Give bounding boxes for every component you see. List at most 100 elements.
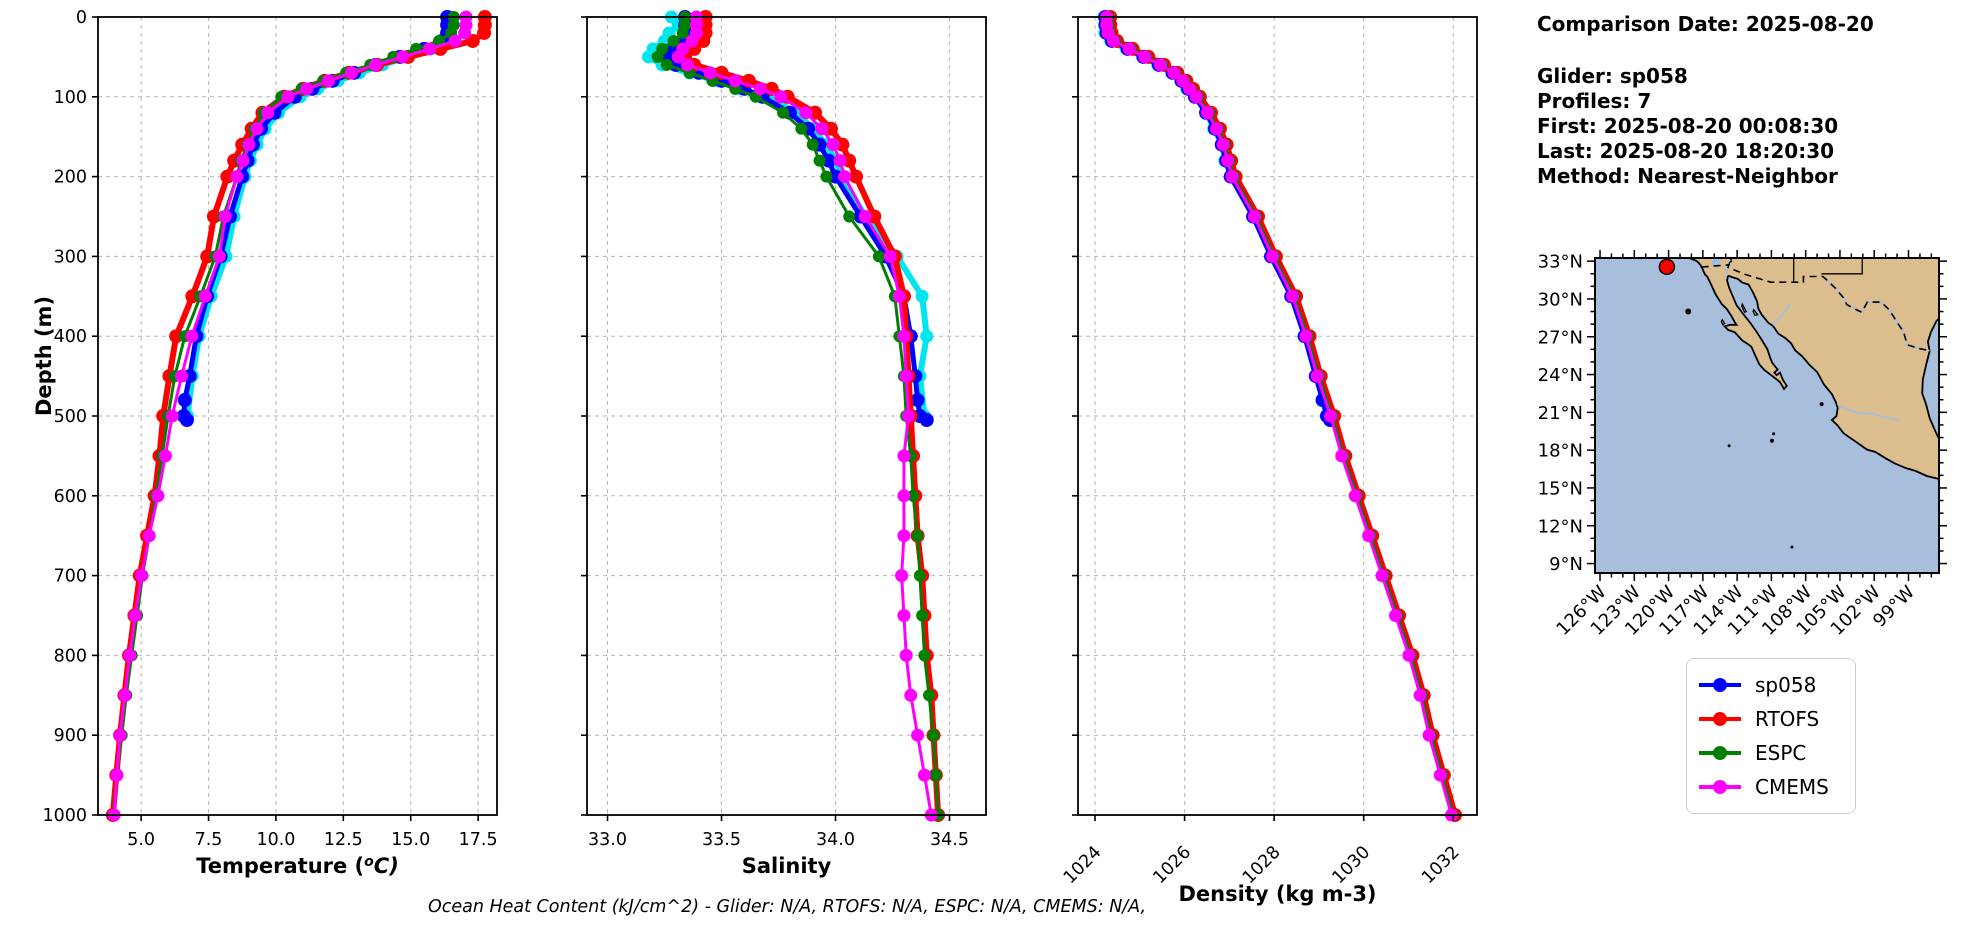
series-ESPC-marker — [911, 529, 924, 542]
series-sp058-marker — [177, 393, 192, 408]
series-ESPC-marker — [1301, 330, 1314, 343]
series-sp058-marker — [440, 17, 455, 32]
series-CMEMS-marker — [123, 648, 137, 662]
series-ESPC-marker — [1218, 138, 1231, 151]
series-RTOFS-marker — [1327, 409, 1342, 423]
series-ESPC-marker — [1103, 26, 1116, 39]
series-glider-raw-marker — [915, 289, 929, 303]
series-CMEMS-marker — [1100, 10, 1114, 24]
series-sp058-marker — [1246, 209, 1261, 224]
legend-label: CMEMS — [1755, 775, 1829, 799]
map-state-border — [1821, 258, 1863, 275]
series-CMEMS-marker — [1433, 768, 1447, 782]
series-glider-raw-marker — [1099, 18, 1113, 32]
series-ESPC-marker — [1288, 290, 1301, 303]
series-RTOFS-marker — [899, 329, 914, 344]
series-RTOFS-marker — [687, 41, 702, 56]
series-CMEMS-marker — [198, 289, 212, 303]
map-lat-label: 33°N — [1538, 252, 1583, 273]
series-RTOFS-marker — [926, 728, 941, 743]
series-CMEMS-marker — [1138, 50, 1152, 64]
legend-entry-sp058: sp058 — [1697, 668, 1849, 702]
series-ESPC-marker — [445, 26, 458, 39]
series-ESPC-marker — [893, 330, 906, 343]
series-CMEMS-line — [676, 15, 933, 817]
series-sp058-marker — [305, 81, 320, 96]
series-sp058-marker — [254, 121, 269, 136]
map-lat-label: 12°N — [1538, 516, 1583, 537]
series-RTOFS-marker — [696, 33, 711, 48]
series-RTOFS-marker — [1192, 89, 1207, 104]
series-RTOFS-marker — [714, 65, 729, 80]
series-RTOFS-marker — [152, 448, 167, 463]
map-small-island — [1685, 308, 1692, 315]
series-glider-raw-marker — [227, 210, 241, 223]
series-CMEMS-marker — [1402, 648, 1416, 662]
x-tick-label: 1028 — [1239, 842, 1285, 888]
series-glider-raw-marker — [272, 106, 286, 120]
series-sp058-line — [1102, 14, 1333, 423]
series-sp058-marker — [392, 49, 407, 64]
axes-frame — [586, 16, 987, 816]
map-river — [1725, 258, 1733, 276]
series-RTOFS-marker — [1425, 728, 1440, 743]
series-ESPC-marker — [136, 569, 149, 582]
series-glider-raw-marker — [311, 82, 325, 96]
salinity-axis-label: Salinity — [742, 854, 832, 878]
series-CMEMS-marker — [423, 42, 437, 56]
method-text: Method: Nearest-Neighbor — [1537, 164, 1838, 188]
series-glider-raw-marker — [1097, 10, 1111, 24]
series-CMEMS-marker — [904, 688, 918, 702]
series-glider-raw-marker — [1266, 249, 1280, 263]
series-glider-raw-marker — [258, 122, 272, 136]
series-RTOFS-marker — [255, 105, 270, 120]
series-ESPC-marker — [115, 729, 128, 742]
series-CMEMS-marker — [459, 10, 473, 24]
series-sp058-marker — [812, 137, 827, 152]
series-CMEMS-marker — [128, 609, 142, 622]
series-RTOFS-marker — [162, 369, 177, 384]
series-RTOFS-marker — [227, 153, 242, 168]
map-river — [1772, 303, 1791, 326]
legend: sp058 RTOFS ESPC CMEMS — [1686, 658, 1856, 814]
series-ESPC-marker — [178, 330, 191, 343]
series-sp058-marker — [176, 409, 191, 423]
series-RTOFS-marker — [122, 648, 137, 663]
map-state-border — [1728, 258, 1733, 265]
series-RTOFS-marker — [780, 89, 795, 104]
series-CMEMS-marker — [135, 569, 149, 583]
series-CMEMS-marker — [1362, 529, 1376, 543]
series-ESPC-marker — [913, 569, 926, 582]
series-CMEMS-marker — [897, 529, 911, 543]
series-glider-raw-marker — [1104, 34, 1118, 48]
series-sp058-marker — [1284, 289, 1299, 304]
series-CMEMS-marker — [1167, 66, 1181, 80]
series-RTOFS-marker — [924, 688, 939, 703]
series-CMEMS-marker — [676, 42, 690, 56]
series-glider-raw-marker — [1166, 66, 1180, 80]
series-RTOFS-marker — [169, 329, 184, 344]
series-sp058-marker — [919, 412, 934, 427]
series-ESPC-marker — [1102, 11, 1115, 23]
map-ocean — [1595, 258, 1939, 573]
series-CMEMS-marker — [1189, 90, 1203, 104]
series-sp058-marker — [1264, 249, 1279, 264]
series-ESPC-marker — [217, 210, 230, 223]
series-CMEMS-marker — [158, 449, 172, 463]
series-CMEMS-marker — [897, 489, 911, 503]
series-ESPC-marker — [932, 809, 945, 821]
map-small-island — [1772, 432, 1776, 436]
series-sp058-marker — [434, 33, 449, 48]
series-CMEMS-marker — [458, 26, 472, 40]
series-RTOFS-marker — [1405, 648, 1420, 663]
series-CMEMS-marker — [151, 489, 165, 503]
series-RTOFS-marker — [842, 153, 857, 168]
series-ESPC-marker — [1377, 569, 1390, 582]
series-ESPC-marker — [1250, 210, 1263, 223]
series-ESPC-marker — [275, 90, 288, 103]
series-ESPC-marker — [162, 410, 175, 422]
series-sp058-marker — [1152, 57, 1167, 72]
series-RTOFS-marker — [901, 369, 916, 384]
series-RTOFS-marker — [835, 137, 850, 152]
map-small-island — [1819, 402, 1824, 407]
